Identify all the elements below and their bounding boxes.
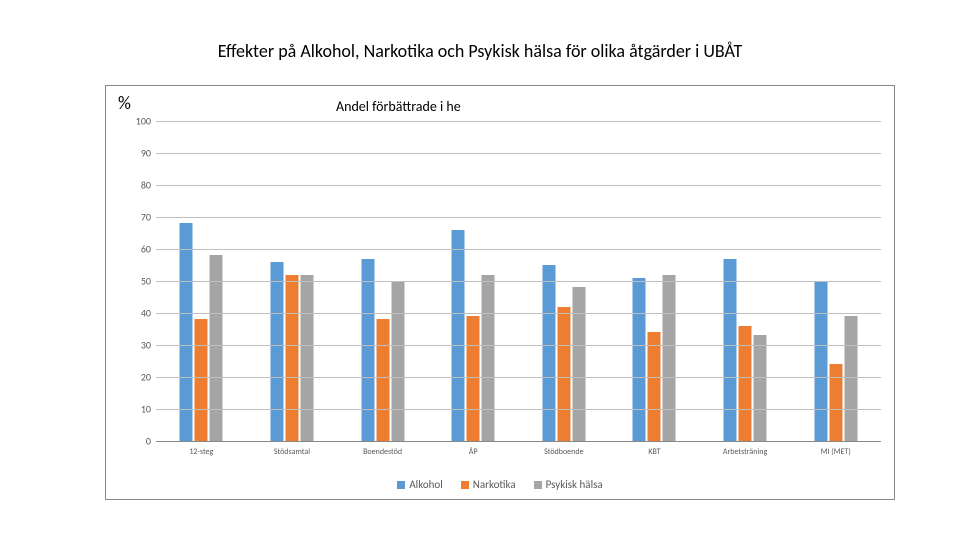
x-tick-label: Arbetsträning bbox=[700, 441, 791, 457]
bar bbox=[648, 332, 661, 441]
gridline bbox=[156, 281, 881, 282]
bar bbox=[844, 316, 857, 441]
bar-cluster bbox=[361, 259, 404, 441]
y-tick-label: 80 bbox=[126, 179, 151, 192]
gridline bbox=[156, 249, 881, 250]
legend-swatch bbox=[461, 481, 469, 489]
bar-cluster bbox=[542, 265, 585, 441]
legend-item: Alkohol bbox=[397, 478, 442, 491]
legend-swatch bbox=[397, 481, 405, 489]
bar bbox=[633, 278, 646, 441]
bar bbox=[557, 307, 570, 441]
gridline bbox=[156, 217, 881, 218]
bar bbox=[572, 287, 585, 441]
y-tick-label: 50 bbox=[126, 275, 151, 288]
gridline bbox=[156, 185, 881, 186]
bar-cluster bbox=[814, 281, 857, 441]
legend-item: Narkotika bbox=[461, 478, 516, 491]
legend-item: Psykisk hälsa bbox=[534, 478, 603, 491]
gridline bbox=[156, 377, 881, 378]
page: Effekter på Alkohol, Narkotika och Psyki… bbox=[0, 0, 960, 540]
bar bbox=[391, 281, 404, 441]
bar bbox=[300, 275, 313, 441]
bar bbox=[814, 281, 827, 441]
y-tick-label: 40 bbox=[126, 307, 151, 320]
y-tick-label: 20 bbox=[126, 371, 151, 384]
x-tick-label: Stödboende bbox=[519, 441, 610, 457]
bar-cluster bbox=[633, 275, 676, 441]
plot-area: 12-stegStödsamtalBoendestödÅPStödboendeK… bbox=[156, 121, 881, 441]
bar bbox=[724, 259, 737, 441]
x-axis-line bbox=[156, 441, 881, 442]
y-axis-unit: % bbox=[118, 92, 131, 114]
bar bbox=[195, 319, 208, 441]
gridline bbox=[156, 409, 881, 410]
chart-subtitle: Andel förbättrade i he bbox=[336, 98, 461, 115]
legend: Alkohol Narkotika Psykisk hälsa bbox=[106, 478, 894, 491]
x-tick-label: KBT bbox=[609, 441, 700, 457]
y-tick-label: 0 bbox=[126, 435, 151, 448]
chart-container: % Andel förbättrade i he 12-stegStödsamt… bbox=[105, 85, 895, 500]
bar bbox=[285, 275, 298, 441]
legend-label: Alkohol bbox=[409, 478, 442, 491]
bar bbox=[754, 335, 767, 441]
gridline bbox=[156, 121, 881, 122]
x-tick-label: ÅP bbox=[428, 441, 519, 457]
y-tick-label: 10 bbox=[126, 403, 151, 416]
x-tick-label: MI (MET) bbox=[790, 441, 881, 457]
bar bbox=[361, 259, 374, 441]
bar bbox=[739, 326, 752, 441]
bar bbox=[467, 316, 480, 441]
x-tick-label: 12-steg bbox=[156, 441, 247, 457]
y-tick-label: 60 bbox=[126, 243, 151, 256]
y-tick-label: 90 bbox=[126, 147, 151, 160]
bar bbox=[542, 265, 555, 441]
legend-label: Psykisk hälsa bbox=[546, 478, 603, 491]
gridline bbox=[156, 153, 881, 154]
y-tick-label: 100 bbox=[126, 115, 151, 128]
x-tick-label: Stödsamtal bbox=[247, 441, 338, 457]
x-tick-label: Boendestöd bbox=[337, 441, 428, 457]
bar bbox=[376, 319, 389, 441]
bar bbox=[270, 262, 283, 441]
gridline bbox=[156, 313, 881, 314]
bar bbox=[663, 275, 676, 441]
y-tick-label: 30 bbox=[126, 339, 151, 352]
bar-cluster bbox=[724, 259, 767, 441]
page-title: Effekter på Alkohol, Narkotika och Psyki… bbox=[0, 40, 960, 62]
gridline bbox=[156, 345, 881, 346]
bar bbox=[210, 255, 223, 441]
bar-cluster bbox=[270, 262, 313, 441]
legend-swatch bbox=[534, 481, 542, 489]
bar bbox=[829, 364, 842, 441]
bar bbox=[482, 275, 495, 441]
legend-label: Narkotika bbox=[473, 478, 516, 491]
y-tick-label: 70 bbox=[126, 211, 151, 224]
